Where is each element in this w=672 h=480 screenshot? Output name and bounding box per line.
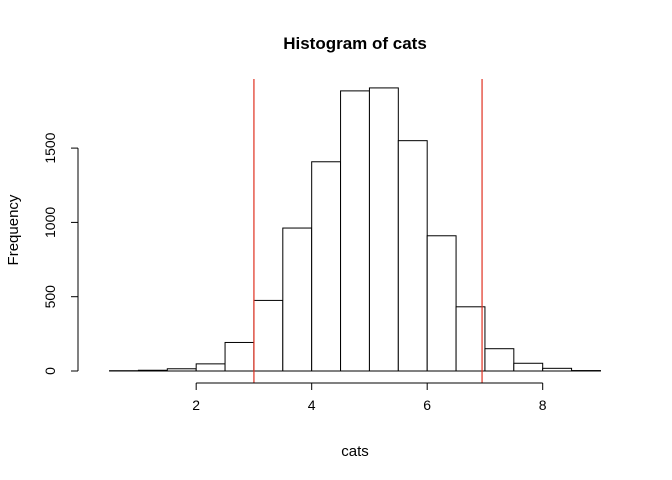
histogram-bar-2	[166, 368, 197, 372]
histogram-bar-3	[195, 363, 226, 372]
y-axis-label: Frequency	[5, 194, 22, 265]
histogram-bar-6	[282, 227, 313, 372]
histogram-bars	[109, 87, 601, 372]
histogram-bar-1	[137, 369, 168, 372]
histogram-bar-10	[397, 140, 428, 372]
x-axis-label: cats	[341, 443, 369, 460]
y-axis: 0 500 1000 1500	[42, 132, 79, 375]
x-tick-label-3: 8	[539, 397, 547, 413]
histogram-bar-4	[224, 341, 255, 372]
histogram-bar-15	[542, 367, 573, 372]
histogram-bar-13	[484, 348, 515, 372]
y-tick-label-1: 500	[42, 285, 58, 309]
histogram-bar-14	[513, 362, 544, 372]
histogram-bar-11	[426, 235, 457, 372]
histogram-bar-8	[340, 90, 370, 372]
x-axis: 2 4 6 8	[192, 382, 547, 413]
x-tick-label-1: 4	[308, 397, 316, 413]
histogram-bar-5	[253, 299, 284, 372]
y-tick-label-0: 0	[42, 367, 58, 375]
x-tick-label-0: 2	[192, 397, 200, 413]
chart-title: Histogram of cats	[283, 34, 427, 53]
histogram-bar-9	[368, 87, 399, 372]
reference-lines	[253, 79, 483, 383]
histogram-bar-7	[311, 161, 342, 372]
y-tick-label-3: 1500	[42, 132, 58, 163]
x-tick-label-2: 6	[423, 397, 431, 413]
y-tick-label-2: 1000	[42, 207, 58, 238]
histogram-bar-12	[455, 306, 486, 372]
